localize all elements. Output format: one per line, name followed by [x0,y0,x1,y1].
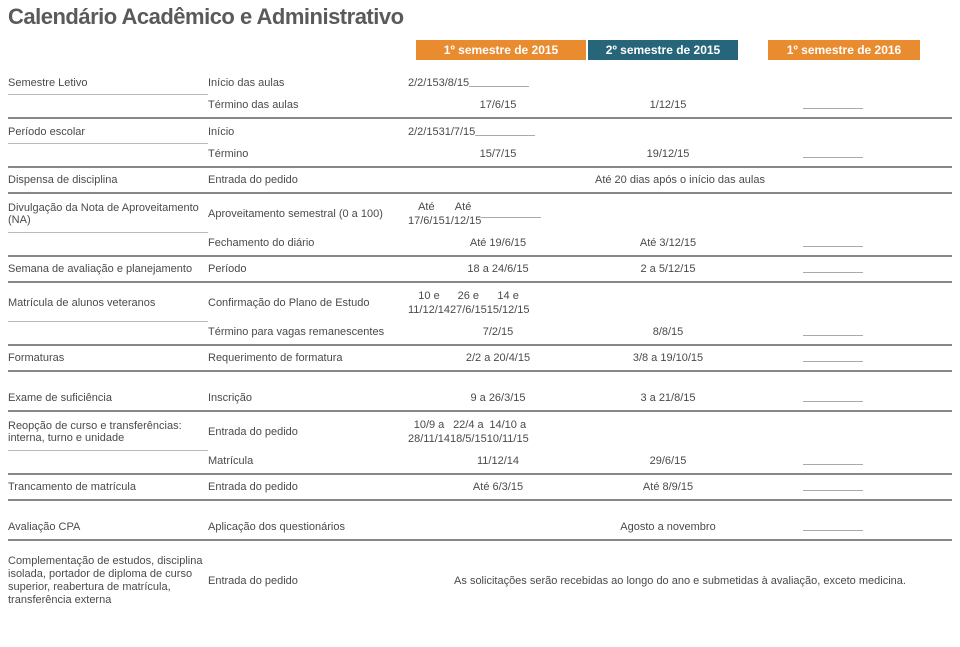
sub-entrada-pedido: Entrada do pedido [208,171,408,189]
cell-blank [469,74,529,92]
cat-blank [8,459,208,463]
cat-periodo: Período escolar [8,123,208,141]
cell: 1/12/15 [588,96,748,114]
cell: 26 e 27/6/15 [450,287,487,319]
cell: Até 17/6/15 [408,198,445,230]
section-semana: Semana de avaliação e planejamento Perío… [8,257,952,283]
cell: Até 8/9/15 [588,478,748,496]
sub-entrada-pedido: Entrada do pedido [208,478,408,496]
sub-termino-vagas: Término para vagas remanescentes [208,323,408,341]
cell: Até 3/12/15 [588,234,748,252]
cell: 7/2/15 [408,323,588,341]
sub-requerimento: Requerimento de formatura [208,349,408,367]
cell: 18 a 24/6/15 [408,260,588,278]
section-formaturas: Formaturas Requerimento de formatura 2/2… [8,346,952,372]
cell-blank [748,452,918,470]
section-exame: Exame de suficiência Inscrição 9 a 26/3/… [8,386,952,412]
sub-inicio-aulas: Início das aulas [208,74,408,92]
cell-blank [748,96,918,114]
cell-blank [748,323,918,341]
cell: 10/9 a 28/11/14 [408,416,450,448]
cat-formaturas: Formaturas [8,349,208,367]
period-banner: 1º semestre de 2015 2º semestre de 2015 … [8,40,952,62]
cell: 2/2 a 20/4/15 [408,349,588,367]
cat-blank [8,152,208,156]
cell: 14 e 15/12/15 [487,287,530,319]
cat-dispensa: Dispensa de disciplina [8,171,208,189]
section-avaliacao: Avaliação CPA Aplicação dos questionário… [8,515,952,541]
sub-fechamento: Fechamento do diário [208,234,408,252]
section-semestre-letivo: Semestre Letivo Início das aulas 2/2/15 … [8,70,952,119]
sub-confirmacao: Confirmação do Plano de Estudo [208,294,408,312]
sub-inicio: Início [208,123,408,141]
sub-periodo: Período [208,260,408,278]
cat-reopcao: Reopção de curso e transferências: inter… [8,418,208,446]
cell [408,525,588,529]
cell: 3/8 a 19/10/15 [588,349,748,367]
cell-blank [748,145,918,163]
cell-span: As solicitações serão recebidas ao longo… [408,573,952,589]
cell: 22/4 a 18/5/15 [450,416,487,448]
cell: 9 a 26/3/15 [408,389,588,407]
banner-sem2-2015: 2º semestre de 2015 [588,40,738,60]
section-matricula: Matrícula de alunos veteranos Confirmaçã… [8,283,952,346]
section-trancamento: Trancamento de matrícula Entrada do pedi… [8,475,952,501]
section-periodo-escolar: Período escolar Início 2/2/15 31/7/15 Té… [8,119,952,168]
cell: 14/10 a 10/11/15 [487,416,529,448]
sub-termino: Término [208,145,408,163]
sub-entrada-pedido: Entrada do pedido [208,573,408,589]
section-divulgacao: Divulgação da Nota de Aproveitamento (NA… [8,194,952,257]
cell-span: Até 20 dias após o início das aulas [408,171,952,189]
sub-aproveitamento: Aproveitamento semestral (0 a 100) [208,205,408,223]
cat-avaliacao: Avaliação CPA [8,518,208,536]
cell: 15/7/15 [408,145,588,163]
banner-sem1-2016: 1º semestre de 2016 [768,40,920,60]
cell: 3 a 21/8/15 [588,389,748,407]
cell-blank [475,123,535,141]
cell: Até 6/3/15 [408,478,588,496]
cell: 2/2/15 [408,74,439,92]
cell-blank [748,478,918,496]
cat-semana: Semana de avaliação e planejamento [8,261,208,277]
cat-blank [8,103,208,107]
cell-blank [748,518,918,536]
cat-semestre: Semestre Letivo [8,74,208,92]
sub-matricula: Matrícula [208,452,408,470]
cell: 3/8/15 [439,74,470,92]
cat-matricula: Matrícula de alunos veteranos [8,294,208,312]
sub-inscricao: Inscrição [208,389,408,407]
cell: 10 e 11/12/14 [408,287,450,319]
cell-blank [748,349,918,367]
banner-sem1-2015: 1º semestre de 2015 [416,40,586,60]
cell: 17/6/15 [408,96,588,114]
cell: Até 1/12/15 [445,198,482,230]
cell: Até 19/6/15 [408,234,588,252]
cell: 19/12/15 [588,145,748,163]
cell: 2 a 5/12/15 [588,260,748,278]
cat-exame: Exame de suficiência [8,389,208,407]
page-title: Calendário Acadêmico e Administrativo [8,4,952,30]
cell-blank [748,234,918,252]
section-complement: Complementação de estudos, disciplina is… [8,553,952,609]
cell-blank [481,205,541,223]
cell: Agosto a novembro [588,518,748,536]
cell-blank [748,389,918,407]
cat-complement: Complementação de estudos, disciplina is… [8,553,208,609]
cat-trancamento: Trancamento de matrícula [8,478,208,496]
cat-blank [8,241,208,245]
sub-aplicacao: Aplicação dos questionários [208,518,408,536]
cell-blank [748,260,918,278]
cat-divulgacao: Divulgação da Nota de Aproveitamento (NA… [8,200,208,228]
cell: 31/7/15 [439,123,476,141]
cell: 11/12/14 [408,452,588,470]
section-dispensa: Dispensa de disciplina Entrada do pedido… [8,168,952,194]
sub-entrada-pedido: Entrada do pedido [208,423,408,441]
cell: 2/2/15 [408,123,439,141]
cat-blank [8,330,208,334]
sub-termino-aulas: Término das aulas [208,96,408,114]
cell: 29/6/15 [588,452,748,470]
cell: 8/8/15 [588,323,748,341]
section-reopcao: Reopção de curso e transferências: inter… [8,412,952,475]
